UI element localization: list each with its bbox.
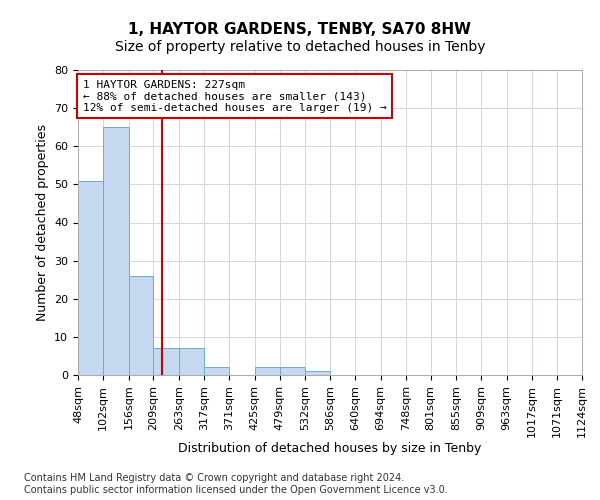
Bar — [78, 180, 103, 375]
Text: Contains HM Land Registry data © Crown copyright and database right 2024.
Contai: Contains HM Land Registry data © Crown c… — [24, 474, 448, 495]
Bar — [204, 368, 229, 375]
Bar — [254, 368, 280, 375]
Text: 1, HAYTOR GARDENS, TENBY, SA70 8HW: 1, HAYTOR GARDENS, TENBY, SA70 8HW — [128, 22, 472, 38]
Bar — [280, 368, 305, 375]
Bar — [103, 127, 128, 375]
Text: Size of property relative to detached houses in Tenby: Size of property relative to detached ho… — [115, 40, 485, 54]
Bar — [128, 276, 154, 375]
Text: 1 HAYTOR GARDENS: 227sqm
← 88% of detached houses are smaller (143)
12% of semi-: 1 HAYTOR GARDENS: 227sqm ← 88% of detach… — [83, 80, 386, 112]
Y-axis label: Number of detached properties: Number of detached properties — [35, 124, 49, 321]
X-axis label: Distribution of detached houses by size in Tenby: Distribution of detached houses by size … — [178, 442, 482, 456]
Bar — [179, 348, 204, 375]
Bar — [154, 348, 179, 375]
Bar — [305, 371, 330, 375]
